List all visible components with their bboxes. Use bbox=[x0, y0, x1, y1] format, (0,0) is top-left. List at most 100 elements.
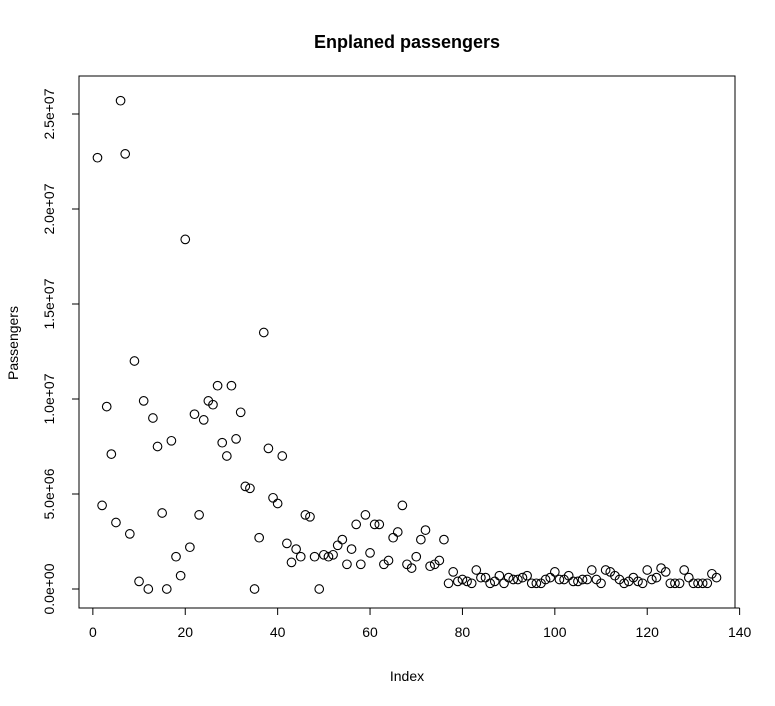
data-point bbox=[171, 551, 181, 562]
data-point bbox=[503, 572, 514, 583]
data-point bbox=[586, 565, 597, 575]
data-point bbox=[383, 555, 394, 566]
data-point bbox=[651, 572, 662, 583]
data-point bbox=[508, 574, 519, 585]
data-point bbox=[254, 532, 265, 543]
data-point bbox=[646, 574, 657, 585]
x-tick-label: 100 bbox=[543, 624, 567, 640]
y-tick-label: 2.5e+07 bbox=[41, 88, 57, 139]
data-point bbox=[526, 578, 537, 589]
data-point bbox=[115, 95, 126, 106]
data-point bbox=[175, 570, 186, 581]
data-point bbox=[360, 510, 371, 520]
plot-frame bbox=[78, 75, 736, 609]
y-axis: 0.0e+00 5.0e+06 1.0e+07 1.5e+07 2.0e+07 2.5e+… bbox=[41, 88, 80, 615]
data-point bbox=[291, 544, 301, 554]
data-point bbox=[619, 578, 629, 589]
data-point bbox=[258, 327, 269, 338]
data-point bbox=[466, 578, 477, 589]
data-point bbox=[282, 538, 292, 549]
data-point bbox=[300, 510, 311, 520]
data-point bbox=[263, 443, 274, 454]
data-point bbox=[416, 534, 426, 545]
data-point bbox=[277, 451, 288, 461]
data-point bbox=[272, 498, 283, 509]
data-point bbox=[660, 567, 671, 577]
data-point bbox=[494, 570, 505, 581]
data-point bbox=[577, 574, 588, 585]
data-point bbox=[231, 434, 241, 444]
y-axis-label: Passengers bbox=[5, 306, 21, 380]
data-points bbox=[92, 95, 722, 594]
data-point bbox=[152, 441, 163, 452]
data-point bbox=[328, 549, 338, 560]
data-point bbox=[323, 551, 334, 562]
data-point bbox=[443, 578, 454, 589]
data-point bbox=[217, 437, 228, 448]
data-point bbox=[369, 519, 380, 530]
data-point bbox=[245, 483, 255, 494]
data-point bbox=[129, 356, 140, 366]
data-point bbox=[355, 559, 366, 570]
data-point bbox=[314, 584, 325, 594]
data-point bbox=[305, 511, 315, 522]
x-tick-label: 120 bbox=[636, 624, 660, 640]
x-tick-label: 80 bbox=[455, 624, 471, 640]
x-axis-label: Index bbox=[390, 668, 424, 684]
data-point bbox=[549, 567, 560, 577]
data-point bbox=[633, 576, 643, 587]
y-tick-label: 0.0e+00 bbox=[41, 563, 57, 614]
data-point bbox=[425, 561, 435, 572]
data-point bbox=[161, 584, 172, 594]
data-point bbox=[208, 399, 218, 410]
data-point bbox=[240, 481, 251, 492]
data-point bbox=[194, 510, 204, 520]
data-point bbox=[573, 576, 583, 587]
data-point bbox=[106, 449, 117, 459]
data-point bbox=[185, 542, 195, 553]
chart-title: Enplaned passengers bbox=[314, 32, 500, 52]
data-point bbox=[374, 519, 385, 530]
data-point bbox=[457, 574, 468, 585]
data-point bbox=[97, 500, 107, 511]
data-point bbox=[670, 578, 680, 589]
data-point bbox=[711, 572, 722, 583]
data-point bbox=[120, 149, 131, 159]
data-point bbox=[637, 578, 648, 589]
data-point bbox=[286, 557, 297, 568]
data-point bbox=[295, 551, 306, 562]
x-tick-label: 40 bbox=[270, 624, 286, 640]
y-tick-label: 1.0e+07 bbox=[41, 373, 57, 424]
data-point bbox=[124, 529, 135, 539]
data-point bbox=[143, 584, 154, 594]
data-point bbox=[332, 540, 343, 551]
x-tick-label: 60 bbox=[362, 624, 378, 640]
data-point bbox=[439, 534, 449, 545]
data-point bbox=[346, 544, 357, 554]
y-tick-label: 5.0e+06 bbox=[41, 468, 57, 519]
data-point bbox=[688, 578, 699, 589]
data-point bbox=[189, 409, 200, 420]
x-tick-label: 0 bbox=[89, 624, 97, 640]
data-point bbox=[485, 578, 496, 589]
data-point bbox=[337, 534, 348, 545]
data-point bbox=[101, 401, 112, 412]
data-point bbox=[342, 559, 352, 570]
data-point bbox=[448, 567, 459, 577]
data-point bbox=[318, 549, 329, 560]
data-point bbox=[531, 578, 542, 589]
x-tick-label: 140 bbox=[728, 624, 752, 640]
data-point bbox=[138, 396, 149, 406]
y-tick-label: 2.0e+07 bbox=[41, 183, 57, 234]
data-point bbox=[365, 548, 375, 558]
data-point bbox=[235, 407, 246, 418]
data-point bbox=[513, 574, 523, 585]
data-point bbox=[679, 565, 690, 575]
data-point bbox=[388, 532, 398, 543]
data-point bbox=[212, 380, 223, 391]
data-point bbox=[268, 492, 278, 503]
data-point bbox=[471, 565, 482, 575]
x-tick-label: 20 bbox=[177, 624, 193, 640]
data-point bbox=[476, 572, 486, 583]
data-point bbox=[226, 380, 237, 391]
